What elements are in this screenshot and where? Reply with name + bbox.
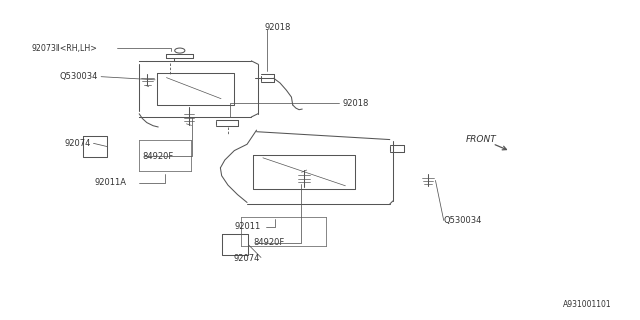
Text: 92074: 92074 (64, 139, 91, 148)
Text: 92074: 92074 (233, 254, 259, 263)
Text: 92073Ⅱ<RH,LH>: 92073Ⅱ<RH,LH> (31, 44, 97, 53)
Text: 84920F: 84920F (253, 238, 285, 247)
Text: A931001101: A931001101 (563, 300, 612, 308)
Text: 92011A: 92011A (95, 178, 127, 187)
Text: 84920F: 84920F (142, 152, 173, 161)
Text: Q530034: Q530034 (60, 72, 99, 81)
Text: 92018: 92018 (265, 23, 291, 32)
Text: 92011: 92011 (234, 222, 260, 231)
Text: 92018: 92018 (342, 99, 369, 108)
Text: Q530034: Q530034 (444, 216, 482, 225)
Text: FRONT: FRONT (466, 135, 497, 144)
